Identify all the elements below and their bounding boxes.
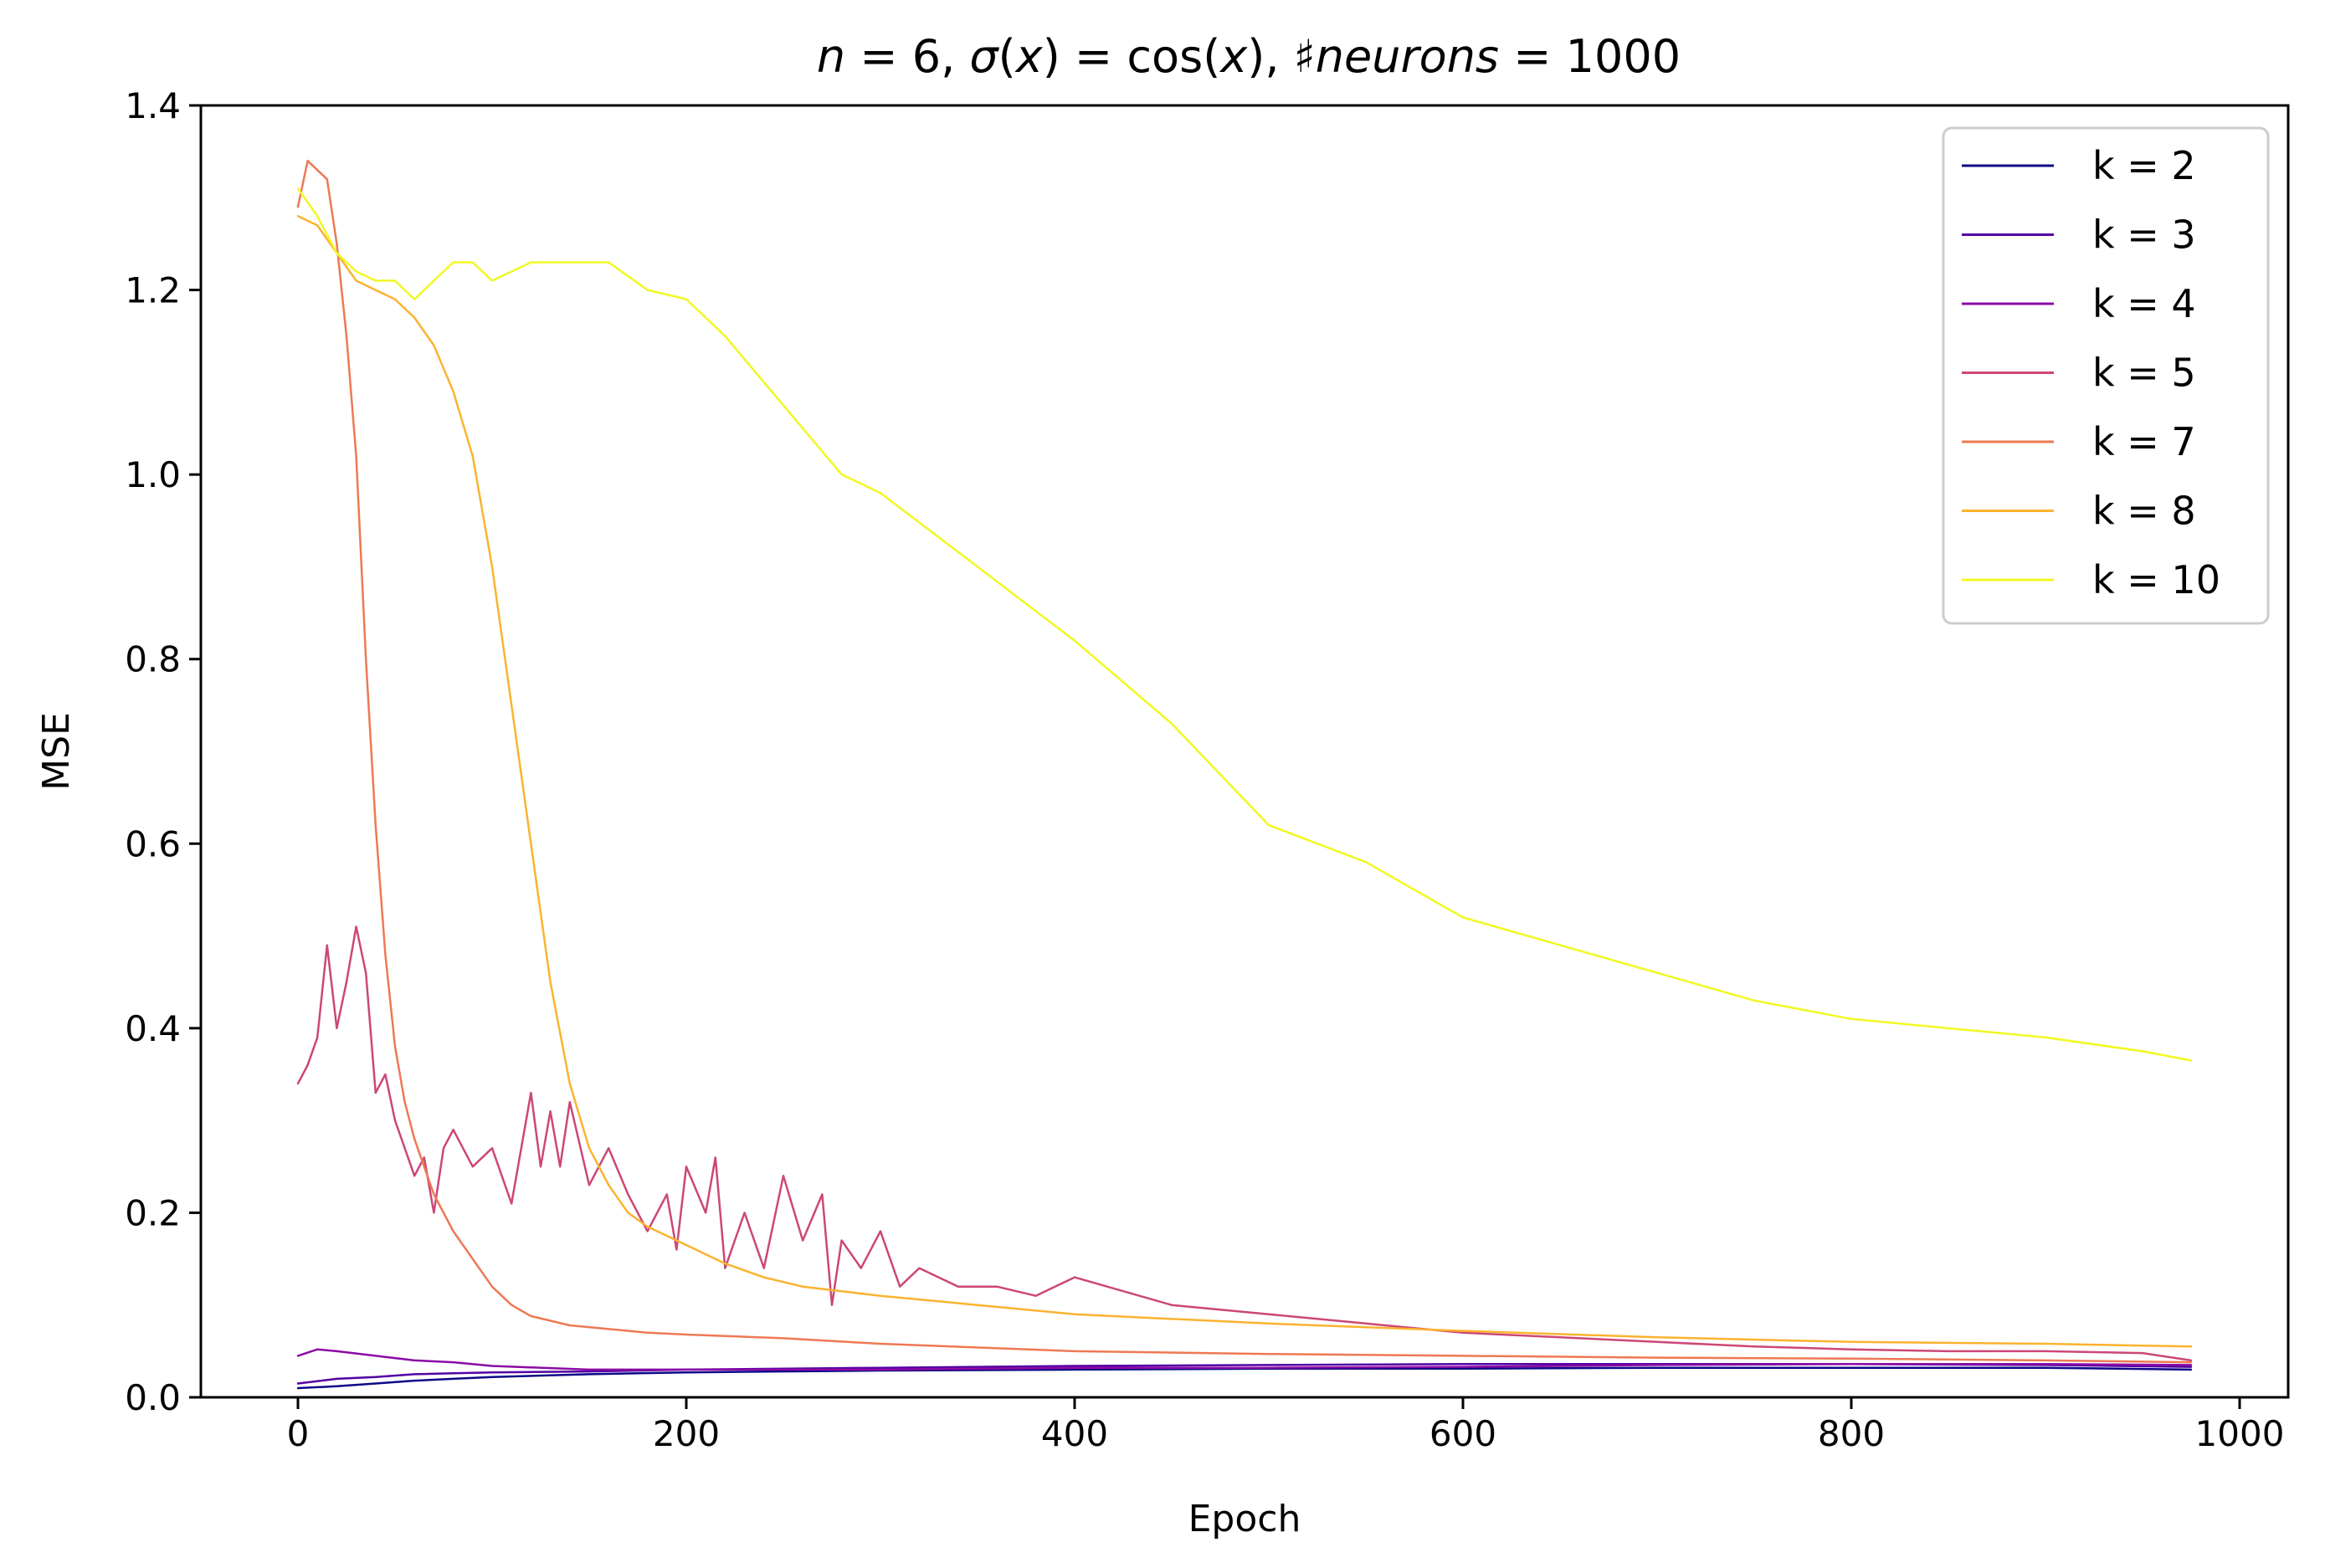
y-tick-label: 0.8 [125, 639, 181, 680]
plot-frame [199, 104, 2290, 1399]
y-tick-label: 1.2 [125, 270, 181, 311]
y-axis-label: MSE [35, 712, 78, 791]
legend-label: k = 5 [2092, 351, 2196, 396]
legend-label: k = 8 [2092, 489, 2196, 534]
series-line-7 [296, 187, 2193, 1062]
chart-title: n = 6, σ(x) = cos(x), ♯neurons = 1000 [817, 30, 1681, 83]
x-axis-label: Epoch [1188, 1498, 1301, 1540]
x-tick-label: 600 [1429, 1413, 1496, 1454]
legend-label: k = 3 [2092, 213, 2196, 258]
x-tick-label: 400 [1041, 1413, 1108, 1454]
x-tick-label: 0 [287, 1413, 310, 1454]
y-tick-label: 0.4 [125, 1008, 181, 1049]
legend-label: k = 4 [2092, 281, 2196, 326]
x-tick-label: 1000 [2195, 1413, 2285, 1454]
y-tick-label: 0.6 [125, 823, 181, 864]
legend-label: k = 2 [2092, 143, 2196, 188]
series-line-3 [296, 1348, 2193, 1371]
y-tick-label: 1.0 [125, 454, 181, 495]
legend: k = 2 k = 3 k = 4 k = 5 k = 7 k = 8 k = 10 [1942, 126, 2270, 625]
y-tick-label: 0.0 [125, 1377, 181, 1418]
series-line-1 [296, 1366, 2193, 1390]
legend-label: k = 7 [2092, 419, 2196, 464]
y-tick-label: 1.4 [125, 85, 181, 126]
y-axis: 0.0 0.2 0.4 0.6 0.8 1.0 1.2 1.4 [125, 85, 201, 1418]
x-tick-label: 200 [653, 1413, 720, 1454]
series-line-5 [296, 159, 2193, 1364]
series-line-6 [296, 215, 2193, 1348]
legend-box [1942, 126, 2270, 625]
legend-label: k = 10 [2092, 557, 2220, 602]
series-layer [296, 159, 2193, 1390]
series-line-4 [296, 925, 2193, 1362]
y-tick-label: 0.2 [125, 1192, 181, 1233]
x-tick-label: 800 [1818, 1413, 1885, 1454]
x-axis: 0 200 400 600 800 1000 [287, 1397, 2285, 1454]
